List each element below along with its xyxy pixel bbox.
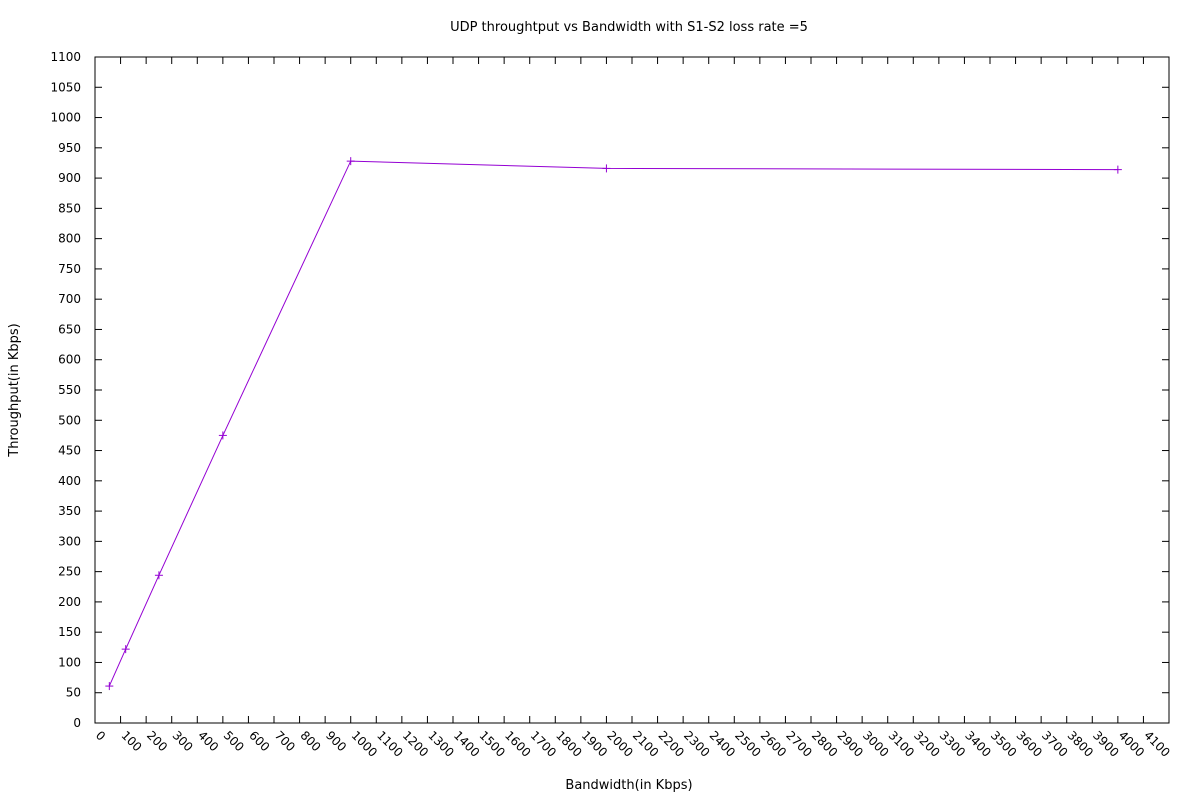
x-tick-label: 800 <box>297 728 323 754</box>
chart-title: UDP throughtput vs Bandwidth with S1-S2 … <box>450 20 808 35</box>
data-point <box>121 645 130 654</box>
y-tick-label: 650 <box>58 322 81 336</box>
x-tick-label: 200 <box>144 728 170 754</box>
x-tick-label: 1800 <box>553 728 584 759</box>
x-tick-label: 2200 <box>655 728 686 759</box>
y-tick-label: 1000 <box>50 111 81 125</box>
y-tick-label: 150 <box>58 625 81 639</box>
x-tick-label: 4000 <box>1116 728 1147 759</box>
x-tick-label: 1200 <box>400 728 431 759</box>
y-tick-label: 900 <box>58 171 81 185</box>
x-tick-label: 1600 <box>502 728 533 759</box>
x-tick-label: 700 <box>272 728 298 754</box>
y-tick-label: 1050 <box>50 80 81 94</box>
x-tick-label: 300 <box>170 728 196 754</box>
y-tick-label: 850 <box>58 201 81 215</box>
y-tick-label: 100 <box>58 655 81 669</box>
x-tick-label: 1300 <box>425 728 456 759</box>
x-tick-label: 900 <box>323 728 349 754</box>
y-tick-label: 300 <box>58 534 81 548</box>
x-tick-label: 3700 <box>1039 728 1070 759</box>
x-tick-label: 3900 <box>1090 728 1121 759</box>
x-tick-label: 500 <box>221 728 247 754</box>
x-axis: 0 100 200 300 400 500 600 700 800 900 100011001200… <box>93 57 1173 760</box>
y-tick-label: 550 <box>58 383 81 397</box>
x-tick-label: 1500 <box>476 728 507 759</box>
x-tick-label: 1900 <box>579 728 610 759</box>
y-tick-label: 0 <box>73 716 81 730</box>
x-tick-label: 1100 <box>374 728 405 759</box>
x-tick-label: 1700 <box>528 728 559 759</box>
x-tick-label: 100 <box>118 728 144 754</box>
plot-area <box>94 56 1170 724</box>
x-tick-label: 2600 <box>758 728 789 759</box>
y-axis: 0 50 100 150 200 250 300 350 400 450 500 550 600 650 7… <box>50 50 1169 730</box>
x-tick-label: 2400 <box>707 728 738 759</box>
x-tick-label: 3800 <box>1065 728 1096 759</box>
x-tick-label: 4100 <box>1141 728 1172 759</box>
y-tick-label: 800 <box>58 232 81 246</box>
x-tick-label: 3200 <box>911 728 942 759</box>
y-tick-label: 600 <box>58 353 81 367</box>
y-tick-label: 950 <box>58 141 81 155</box>
x-tick-label: 1000 <box>349 728 380 759</box>
y-axis-title: Throughput(in Kbps) <box>7 323 22 457</box>
y-tick-label: 500 <box>58 413 81 427</box>
y-tick-label: 250 <box>58 565 81 579</box>
y-tick-label: 700 <box>58 292 81 306</box>
x-tick-label: 2800 <box>809 728 840 759</box>
data-point <box>602 164 611 173</box>
x-tick-label: 1400 <box>451 728 482 759</box>
y-tick-label: 750 <box>58 262 81 276</box>
y-tick-label: 50 <box>66 686 81 700</box>
x-tick-label: 3600 <box>1013 728 1044 759</box>
x-tick-label: 3000 <box>860 728 891 759</box>
y-tick-label: 400 <box>58 474 81 488</box>
x-tick-label: 3400 <box>962 728 993 759</box>
y-tick-label: 450 <box>58 444 81 458</box>
data-point <box>154 571 163 580</box>
x-tick-label: 2300 <box>681 728 712 759</box>
x-tick-label: 2900 <box>834 728 865 759</box>
series-layer <box>105 157 1122 691</box>
x-tick-label: 2500 <box>732 728 763 759</box>
y-tick-label: 200 <box>58 595 81 609</box>
x-tick-label: 600 <box>246 728 272 754</box>
x-tick-label: 3100 <box>886 728 917 759</box>
x-tick-label: 2000 <box>604 728 635 759</box>
data-point <box>105 682 114 691</box>
x-tick-label: 3300 <box>937 728 968 759</box>
x-tick-label: 3500 <box>988 728 1019 759</box>
y-tick-label: 1100 <box>50 50 81 64</box>
data-point <box>346 157 355 166</box>
y-tick-label: 350 <box>58 504 81 518</box>
x-tick-label: 0 <box>93 728 108 743</box>
x-tick-label: 400 <box>195 728 221 754</box>
data-point <box>1113 165 1122 174</box>
x-axis-title: Bandwidth(in Kbps) <box>565 778 692 793</box>
series-line <box>108 160 1118 687</box>
data-point <box>218 431 227 440</box>
x-tick-label: 2100 <box>630 728 661 759</box>
x-tick-label: 2700 <box>783 728 814 759</box>
